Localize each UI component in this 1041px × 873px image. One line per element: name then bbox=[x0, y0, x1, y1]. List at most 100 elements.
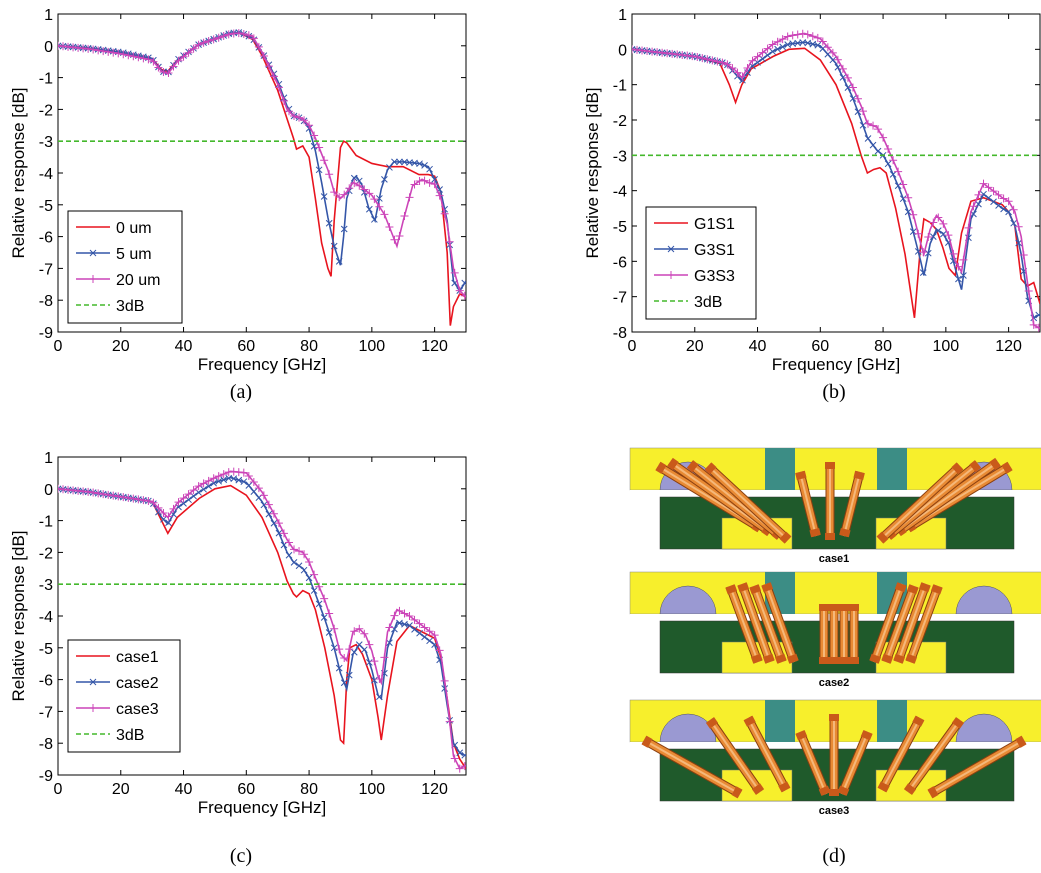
data-point bbox=[386, 639, 393, 647]
bond-wire bbox=[737, 582, 775, 664]
data-point bbox=[200, 485, 207, 493]
bond-wire bbox=[749, 584, 787, 664]
data-point bbox=[199, 479, 208, 488]
data-point bbox=[64, 485, 73, 494]
x-axis-label: Frequency [GHz] bbox=[198, 798, 327, 817]
series-markers-g3s3 bbox=[632, 29, 1040, 332]
data-point bbox=[804, 39, 812, 47]
data-point bbox=[990, 198, 997, 206]
data-point bbox=[330, 242, 338, 250]
data-point bbox=[355, 624, 364, 633]
data-point bbox=[279, 96, 288, 105]
data-point bbox=[999, 194, 1008, 203]
x-tick-label: 60 bbox=[811, 338, 829, 355]
data-point bbox=[274, 83, 283, 92]
data-point bbox=[929, 233, 937, 240]
data-point bbox=[904, 193, 913, 202]
data-point bbox=[244, 471, 253, 480]
data-point bbox=[648, 47, 657, 56]
bond-wire bbox=[927, 735, 1027, 799]
x-tick-label: 120 bbox=[995, 338, 1022, 355]
data-point bbox=[853, 94, 862, 103]
data-point bbox=[69, 43, 78, 52]
data-point bbox=[416, 160, 423, 168]
y-tick-label: -3 bbox=[613, 148, 627, 165]
data-point bbox=[764, 51, 771, 59]
data-point bbox=[104, 47, 113, 56]
data-point bbox=[58, 41, 62, 50]
data-point bbox=[869, 141, 877, 149]
data-point bbox=[1029, 320, 1038, 329]
data-point bbox=[59, 485, 68, 494]
data-point bbox=[753, 52, 762, 61]
x-axis-label: Frequency [GHz] bbox=[772, 355, 901, 374]
data-point bbox=[386, 164, 393, 171]
data-point bbox=[300, 550, 309, 559]
data-point bbox=[154, 503, 163, 512]
y-tick-label: -6 bbox=[613, 254, 627, 271]
x-tick-label: 0 bbox=[628, 338, 637, 355]
data-point bbox=[164, 68, 173, 77]
data-point bbox=[230, 475, 238, 482]
data-point bbox=[250, 488, 258, 495]
y-tick-label: -1 bbox=[39, 71, 53, 88]
data-point bbox=[259, 51, 268, 60]
data-point bbox=[189, 486, 198, 495]
data-point bbox=[164, 512, 173, 521]
bond-wire bbox=[881, 584, 919, 664]
data-point bbox=[89, 45, 98, 54]
data-point bbox=[229, 467, 238, 476]
data-point bbox=[738, 72, 747, 81]
x-tick-label: 100 bbox=[358, 781, 385, 798]
solder-bump bbox=[659, 585, 717, 615]
data-point bbox=[683, 51, 692, 60]
x-tick-label: 80 bbox=[300, 781, 318, 798]
data-point bbox=[375, 674, 384, 683]
solder-bump bbox=[955, 713, 1013, 743]
data-point bbox=[889, 156, 898, 165]
package-cross-section-case3: case3 bbox=[629, 699, 1041, 817]
data-point bbox=[430, 180, 439, 189]
data-point bbox=[254, 42, 263, 51]
data-point bbox=[205, 482, 212, 490]
data-point bbox=[169, 62, 178, 71]
data-point bbox=[405, 193, 414, 202]
legend-label: 3dB bbox=[694, 294, 722, 311]
case-label: case3 bbox=[819, 805, 850, 817]
data-point bbox=[109, 491, 118, 500]
data-point bbox=[219, 32, 228, 41]
data-point bbox=[269, 509, 278, 518]
data-point bbox=[330, 624, 339, 633]
data-point bbox=[638, 46, 647, 55]
bond-wire bbox=[839, 470, 865, 538]
y-tick-label: 0 bbox=[618, 42, 627, 59]
data-point bbox=[124, 493, 133, 502]
data-point bbox=[264, 62, 273, 71]
series-line-20-um bbox=[58, 32, 466, 298]
data-point bbox=[979, 179, 988, 188]
data-point bbox=[411, 626, 418, 633]
data-point bbox=[768, 40, 777, 49]
data-point bbox=[894, 182, 902, 190]
data-point bbox=[325, 219, 333, 227]
data-point bbox=[435, 191, 444, 200]
y-tick-label: -8 bbox=[39, 736, 53, 753]
data-point bbox=[274, 519, 283, 528]
data-point bbox=[415, 619, 424, 628]
data-point bbox=[315, 143, 324, 152]
data-point bbox=[1015, 239, 1023, 247]
series-line-g1s1 bbox=[632, 47, 1040, 318]
data-point bbox=[396, 619, 403, 627]
data-point bbox=[340, 225, 348, 233]
data-point bbox=[365, 205, 373, 213]
data-point bbox=[375, 202, 384, 211]
data-point bbox=[214, 472, 223, 481]
data-point bbox=[244, 31, 253, 40]
legend-label: G3S1 bbox=[694, 242, 735, 259]
data-point bbox=[84, 487, 93, 496]
data-point bbox=[270, 519, 278, 527]
data-point bbox=[69, 486, 78, 495]
bond-wire bbox=[704, 462, 792, 544]
data-point bbox=[300, 566, 308, 574]
data-point bbox=[708, 56, 717, 65]
